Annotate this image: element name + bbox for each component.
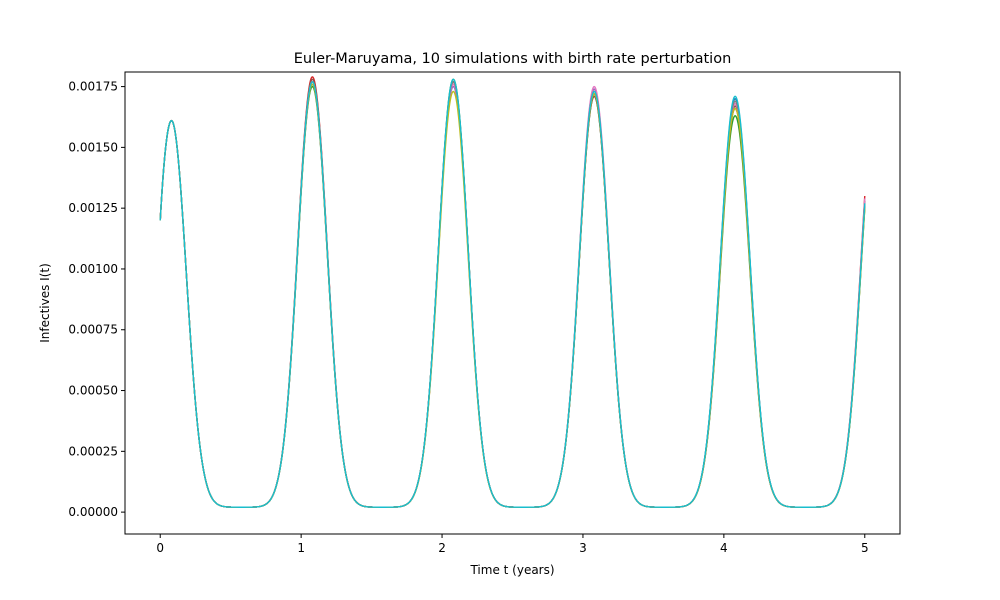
x-tick-label: 0 (156, 541, 164, 555)
plot-frame (124, 71, 901, 535)
series-line-9 (159, 83, 866, 508)
series-line-3 (159, 78, 866, 508)
series-line-2 (159, 81, 866, 508)
y-tick-label: 0.00050 (68, 384, 118, 398)
series-line-7 (159, 81, 866, 508)
y-tick-label: 0.00100 (68, 262, 118, 276)
x-tick-label: 5 (861, 541, 869, 555)
y-tick-label: 0.00025 (68, 444, 118, 458)
y-tick-label: 0.00075 (68, 323, 118, 337)
series-line-10 (159, 78, 866, 508)
y-axis: 0.00000 0.00025 0.00050 0.00075 0.00100 0.001… (68, 80, 125, 519)
x-axis-label: Time t (years) (469, 563, 554, 577)
x-tick-label: 3 (579, 541, 587, 555)
series-line-4 (159, 76, 866, 508)
y-tick-label: 0.00150 (68, 140, 118, 154)
y-tick-label: 0.00175 (68, 80, 118, 94)
chart-title: Euler-Maruyama, 10 simulations with birt… (294, 51, 732, 67)
x-tick-label: 1 (297, 541, 305, 555)
series-line-1 (159, 81, 866, 508)
series-line-5 (159, 83, 866, 508)
x-axis: 0 1 2 3 4 5 (156, 534, 869, 555)
y-axis-label: Infectives I(t) (38, 263, 52, 343)
series-line-6 (159, 78, 866, 508)
y-tick-label: 0.00125 (68, 201, 118, 215)
x-tick-label: 4 (720, 541, 728, 555)
series-line-8 (159, 81, 866, 508)
y-tick-label: 0.00000 (68, 505, 118, 519)
x-tick-label: 2 (438, 541, 446, 555)
series-layer (159, 76, 866, 508)
